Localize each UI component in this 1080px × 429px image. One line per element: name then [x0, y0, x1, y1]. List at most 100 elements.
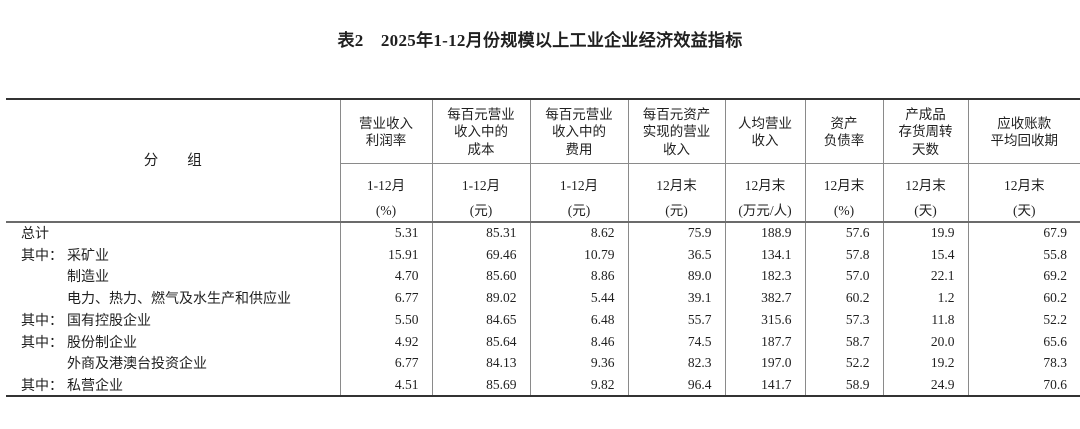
table-row: 制造业 4.70 85.60 8.86 89.0 182.3 57.0 22.1 69.2	[6, 265, 1080, 288]
row-label: 电力、热力、燃气及水生产和供应业	[6, 287, 340, 309]
data-cell: 39.1	[627, 287, 725, 309]
data-cell: 24.9	[882, 374, 968, 396]
data-cell: 89.0	[627, 265, 725, 288]
data-cell: 20.0	[882, 330, 968, 353]
data-cell: 134.1	[724, 243, 805, 266]
unit-label: (元)	[567, 203, 591, 219]
unit-label: (天)	[914, 203, 937, 219]
data-cell: 55.7	[627, 309, 725, 331]
table-body: 总计 5.31 85.31 8.62 75.9 188.9 57.6 19.9 67.9 其中：采…	[6, 222, 1080, 396]
table-row: 电力、热力、燃气及水生产和供应业 6.77 89.02 5.44 39.1 382.7 60…	[6, 287, 1080, 309]
data-cell: 15.4	[882, 243, 968, 266]
row-label-name: 外商及港澳台投资企业	[67, 357, 207, 373]
period-label: 12月末	[656, 177, 697, 193]
period-label: 1-12月	[366, 177, 406, 193]
data-cell: 85.64	[431, 330, 530, 353]
data-cell: 52.2	[967, 309, 1080, 331]
data-cell: 19.9	[882, 222, 968, 244]
unit-label: (万元/人)	[738, 203, 792, 219]
data-cell: 8.86	[529, 265, 628, 288]
column-header-receivable-period: 应收账款 平均回收期	[967, 99, 1080, 163]
period-label: 12月末	[744, 177, 786, 193]
data-cell: 89.02	[431, 287, 530, 309]
data-cell: 6.48	[529, 309, 628, 331]
column-header-inventory-days: 产成品 存货周转 天数	[882, 99, 968, 163]
data-cell: 5.50	[339, 309, 432, 331]
row-label-prefix: 其中：	[21, 313, 63, 329]
data-cell: 85.69	[431, 374, 530, 396]
data-cell: 57.8	[804, 243, 883, 266]
data-cell: 182.3	[724, 265, 805, 288]
data-cell: 1.2	[882, 287, 968, 309]
data-cell: 75.9	[627, 222, 725, 244]
data-cell: 8.46	[529, 330, 628, 353]
data-cell: 6.77	[339, 287, 432, 309]
table-row: 其中： 股份制企业 4.92 85.64 8.46 74.5 187.7 58.7 20.0 65…	[6, 330, 1080, 353]
period-label: 12月末	[905, 177, 946, 193]
data-cell: 60.2	[804, 287, 883, 309]
table-row: 其中： 私营企业 4.51 85.69 9.82 96.4 141.7 58.9 24.9 70.…	[6, 374, 1080, 396]
data-cell: 9.36	[529, 352, 628, 375]
row-label: 总计	[21, 227, 49, 243]
row-label-prefix: 其中：	[21, 248, 63, 264]
period-cell: 1-12月 (%)	[339, 162, 432, 223]
column-header-cost-per-100: 每百元营业 收入中的 成本	[431, 99, 530, 163]
row-label-prefix: 其中：	[21, 378, 63, 394]
unit-label: (元)	[665, 203, 688, 219]
header-name-row: 分 组 营业收入 利润率 每百元营业 收入中的 成本 每百元营业 收入中的 费用…	[6, 99, 1080, 223]
column-header-revenue-per-asset: 每百元资产 实现的营业 收入	[627, 99, 725, 163]
data-cell: 58.9	[804, 374, 883, 396]
data-cell: 67.9	[967, 222, 1080, 244]
data-cell: 36.5	[627, 243, 725, 266]
data-cell: 8.62	[529, 222, 628, 244]
row-label: 外商及港澳台投资企业	[6, 353, 340, 375]
data-cell: 84.65	[431, 309, 530, 331]
table-row: 其中： 国有控股企业 5.50 84.65 6.48 55.7 315.6 57.3 11.8 5…	[6, 309, 1080, 331]
data-cell: 55.8	[967, 243, 1080, 266]
data-cell: 382.7	[724, 287, 805, 309]
row-label: 其中： 股份制企业	[6, 331, 340, 353]
data-cell: 188.9	[724, 222, 805, 244]
period-label: 12月末	[823, 177, 865, 193]
table-row: 外商及港澳台投资企业 6.77 84.13 9.36 82.3 197.0 52.2 19.2…	[6, 352, 1080, 375]
data-cell: 57.0	[804, 265, 883, 288]
data-cell: 15.91	[339, 243, 432, 266]
period-cell: 12月末 (元)	[627, 162, 725, 223]
column-header-profit-margin: 营业收入 利润率	[339, 99, 432, 163]
data-cell: 85.60	[431, 265, 530, 288]
data-cell: 60.2	[967, 287, 1080, 309]
row-label: 其中： 采矿业	[6, 244, 340, 266]
table-title: 表2 2025年1-12月份规模以上工业企业经济效益指标	[337, 31, 743, 50]
data-cell: 141.7	[724, 374, 805, 396]
row-label-name: 私营企业	[67, 378, 123, 394]
data-cell: 52.2	[804, 352, 883, 375]
row-label-name: 电力、热力、燃气及水生产和供应业	[67, 292, 291, 308]
data-cell: 19.2	[882, 352, 968, 375]
data-cell: 4.51	[339, 374, 432, 396]
header-period-row: 1-12月 (%) 1-12月 (元) 1-12月 (元) 12月末 (元) 1…	[6, 162, 1080, 223]
period-cell: 12月末 (%)	[804, 162, 883, 223]
unit-label: (%)	[375, 203, 397, 219]
period-label: 1-12月	[559, 177, 599, 193]
row-label: 制造业	[6, 266, 340, 288]
data-cell: 58.7	[804, 330, 883, 353]
data-cell: 5.44	[529, 287, 628, 309]
data-cell: 69.2	[967, 265, 1080, 288]
data-cell: 4.70	[339, 265, 432, 288]
data-cell: 82.3	[627, 352, 725, 375]
table-row: 其中： 采矿业 15.91 69.46 10.79 36.5 134.1 57.8 15.4 55…	[6, 243, 1080, 266]
data-cell: 57.3	[804, 309, 883, 331]
economic-indicators-table: 分 组 营业收入 利润率 每百元营业 收入中的 成本 每百元营业 收入中的 费用…	[6, 98, 1080, 397]
data-cell: 96.4	[627, 374, 725, 396]
table-row: 总计 5.31 85.31 8.62 75.9 188.9 57.6 19.9 67.9	[6, 222, 1080, 244]
data-cell: 10.79	[529, 243, 628, 266]
column-header-debt-ratio: 资产 负债率	[804, 99, 883, 163]
data-cell: 78.3	[967, 352, 1080, 375]
data-cell: 84.13	[431, 352, 530, 375]
period-label: 12月末	[1004, 177, 1045, 193]
period-cell: 1-12月 (元)	[431, 162, 530, 223]
column-header-expense-per-100: 每百元营业 收入中的 费用	[529, 99, 628, 163]
data-cell: 70.6	[967, 374, 1080, 396]
data-cell: 4.92	[339, 330, 432, 353]
